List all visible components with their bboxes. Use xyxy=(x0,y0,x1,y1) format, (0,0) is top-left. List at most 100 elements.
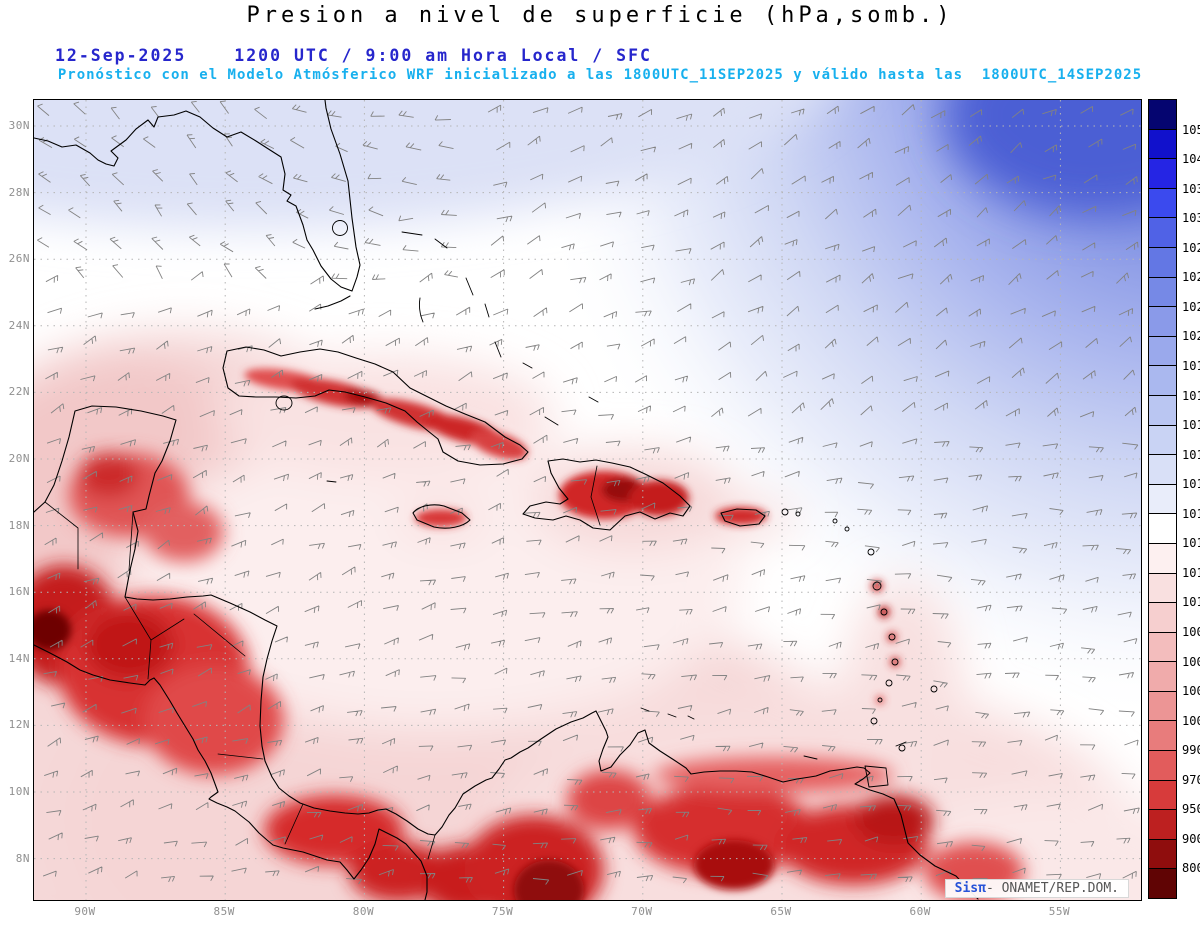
date-text: 12-Sep-2025 xyxy=(55,46,187,65)
lon-axis-label: 75W xyxy=(491,905,514,918)
colorbar-tick-label: 900 xyxy=(1182,831,1200,846)
hispaniola-coast xyxy=(522,458,691,531)
lon-axis-label: 80W xyxy=(352,905,375,918)
lat-axis-label: 8N xyxy=(15,851,30,865)
jamaica-coast xyxy=(412,504,471,529)
lat-axis-label: 24N xyxy=(8,318,30,332)
colorbar-cell xyxy=(1149,543,1176,574)
lat-axis-label: 12N xyxy=(8,718,30,732)
watermark-source: - ONAMET/REP.DOM. xyxy=(985,881,1119,896)
colorbar-tick-label: 1020 xyxy=(1182,329,1200,344)
trinidad-tobago xyxy=(864,741,907,788)
colorbar-tick-label: 1000 xyxy=(1182,713,1200,728)
colorbar-cell xyxy=(1149,869,1176,899)
colorbar-cell xyxy=(1149,336,1176,367)
colorbar-cell xyxy=(1149,366,1176,396)
colorbar-tick-label: 1013 xyxy=(1182,536,1200,551)
colorbar-tick-label: 1017 xyxy=(1182,418,1200,433)
datetime-line: 12-Sep-2025 1200 UTC / 9:00 am Hora Loca… xyxy=(55,46,652,65)
colorbar-tick-label: 1019 xyxy=(1182,359,1200,373)
lat-axis-label: 14N xyxy=(8,651,30,665)
abc-islands xyxy=(640,707,695,720)
watermark: Sisπ- ONAMET/REP.DOM. xyxy=(944,879,1129,898)
gulf-florida-coast xyxy=(34,100,361,292)
lon-axis-label: 60W xyxy=(909,905,931,918)
lat-axis-label: 10N xyxy=(8,785,30,798)
coastlines xyxy=(34,100,979,900)
lake-okeechobee xyxy=(332,220,348,236)
colorbar-cell xyxy=(1149,247,1176,278)
pacific-coast xyxy=(34,644,428,900)
colorbar-cell xyxy=(1149,100,1176,130)
central-america-caribbean-coast xyxy=(34,405,979,900)
cuba-coast xyxy=(222,346,529,466)
colorbar-tick-label: 1030 xyxy=(1182,211,1200,226)
page-title: Presion a nivel de superficie (hPa,somb.… xyxy=(246,3,954,28)
colorbar-cell xyxy=(1149,810,1176,840)
lat-axis-label: 18N xyxy=(8,518,30,532)
colorbar xyxy=(1148,99,1177,899)
colorbar-tick-label: 1006 xyxy=(1182,654,1200,669)
colorbar-tick-label: 1035 xyxy=(1182,181,1200,196)
colorbar-tick-label: 1025 xyxy=(1182,270,1200,285)
colorbar-cell xyxy=(1149,751,1176,781)
lat-axis-label: 28N xyxy=(8,185,30,199)
colorbar-cell xyxy=(1149,514,1176,544)
colorbar-tick-label: 1040 xyxy=(1182,152,1200,167)
country-borders xyxy=(44,465,601,860)
map-canvas: Sisπ- ONAMET/REP.DOM. xyxy=(33,99,1142,901)
colorbar-cell xyxy=(1149,662,1176,692)
colorbar-cell xyxy=(1149,218,1176,248)
cayman-islands xyxy=(326,480,337,483)
colorbar-cell xyxy=(1149,129,1176,160)
lat-axis-label: 16N xyxy=(8,585,30,599)
colorbar-cell xyxy=(1149,277,1176,308)
colorbar-cell xyxy=(1149,484,1176,515)
colorbar-cell xyxy=(1149,603,1176,633)
lon-axis-label: 85W xyxy=(213,905,235,918)
puerto-rico-coast xyxy=(720,508,766,527)
lon-axis-label: 90W xyxy=(74,905,96,918)
forecast-line: Pronóstico con el Modelo Atmósferico WRF… xyxy=(57,67,1143,83)
margarita-island xyxy=(803,755,818,760)
colorbar-cell xyxy=(1149,395,1176,426)
colorbar-tick-label: 800 xyxy=(1182,861,1200,876)
colorbar-tick-label: 1012 xyxy=(1182,565,1200,580)
colorbar-tick-label: 1008 xyxy=(1182,625,1200,639)
colorbar-cell xyxy=(1149,839,1176,870)
isle-of-youth xyxy=(275,395,293,411)
colorbar-cell xyxy=(1149,425,1176,456)
colorbar-cell xyxy=(1149,691,1176,722)
lat-axis-label: 30N xyxy=(8,119,30,132)
colorbar-cell xyxy=(1149,159,1176,189)
pressure-map-svg xyxy=(34,100,1141,900)
colorbar-tick-label: 1018 xyxy=(1182,388,1200,403)
colorbar-tick-label: 990 xyxy=(1182,743,1200,758)
lat-axis-label: 22N xyxy=(8,385,30,399)
lat-axis-label: 26N xyxy=(8,252,30,266)
lon-axis-label: 70W xyxy=(631,905,653,918)
watermark-brand: Sisπ xyxy=(954,881,986,896)
lesser-antilles-islands xyxy=(781,508,938,752)
colorbar-tick-label: 1050 xyxy=(1182,122,1200,137)
colorbar-tick-label: 1014 xyxy=(1182,506,1200,521)
colorbar-tick-label: 970 xyxy=(1182,772,1200,787)
colorbar-tick-label: 1002 xyxy=(1182,684,1200,699)
colorbar-cell xyxy=(1149,455,1176,485)
pressure-shading xyxy=(34,100,1141,900)
lon-axis-label: 55W xyxy=(1048,905,1071,918)
colorbar-cell xyxy=(1149,307,1176,337)
time-text: 1200 UTC / 9:00 am Hora Local / SFC xyxy=(234,46,652,65)
colorbar-cell xyxy=(1149,780,1176,811)
colorbar-cell xyxy=(1149,573,1176,604)
colorbar-tick-label: 1028 xyxy=(1182,240,1200,255)
grid-lines xyxy=(34,100,1141,900)
lat-axis-label: 20N xyxy=(8,452,30,465)
colorbar-cell xyxy=(1149,632,1176,663)
colorbar-cell xyxy=(1149,721,1176,752)
colorbar-tick-label: 950 xyxy=(1182,802,1200,817)
bahamas-islands xyxy=(401,231,599,426)
colorbar-tick-label: 1015 xyxy=(1182,477,1200,492)
